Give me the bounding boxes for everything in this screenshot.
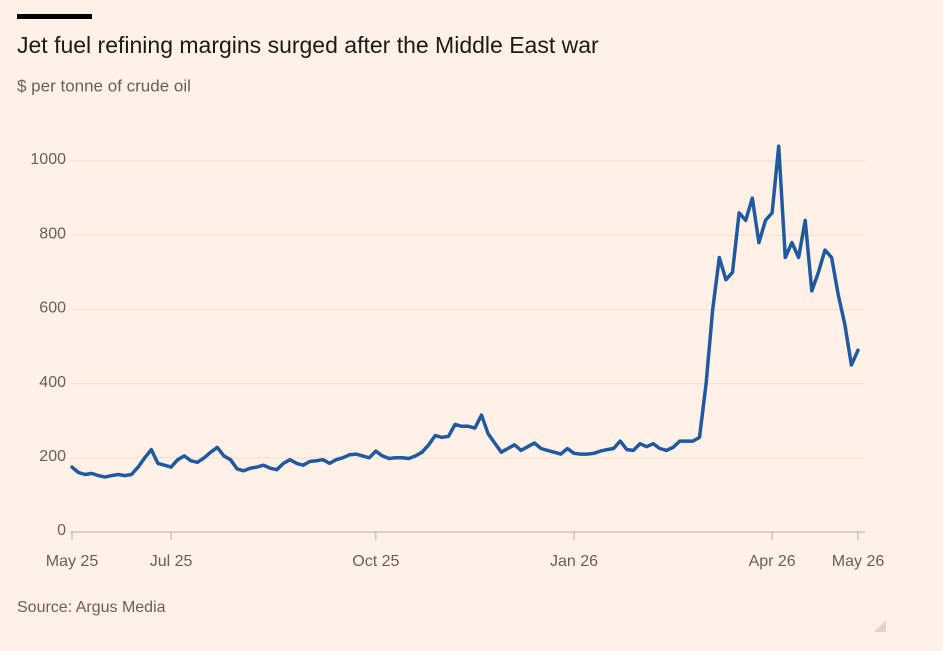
chart-title: Jet fuel refining margins surged after t… [17, 32, 599, 58]
y-tick-label: 200 [39, 448, 66, 465]
corner-mark [874, 620, 886, 632]
x-tick-label: May 25 [46, 553, 99, 570]
header-bar [17, 14, 92, 19]
x-tick-label: Jan 26 [550, 553, 598, 570]
y-tick-label: 800 [39, 225, 66, 242]
x-tick-label: May 26 [832, 553, 885, 570]
x-tick-label: Jul 25 [150, 553, 193, 570]
data-line [70, 144, 860, 479]
y-tick-label: 400 [39, 374, 66, 391]
chart-subtitle: $ per tonne of crude oil [17, 76, 191, 95]
x-tick-label: Apr 26 [749, 553, 796, 570]
source: Source: Argus Media [17, 599, 166, 616]
x-tick-label: Oct 25 [352, 553, 399, 570]
y-tick-label: 0 [57, 522, 66, 539]
y-tick-label: 600 [39, 300, 66, 317]
y-tick-label: 1000 [30, 151, 66, 168]
